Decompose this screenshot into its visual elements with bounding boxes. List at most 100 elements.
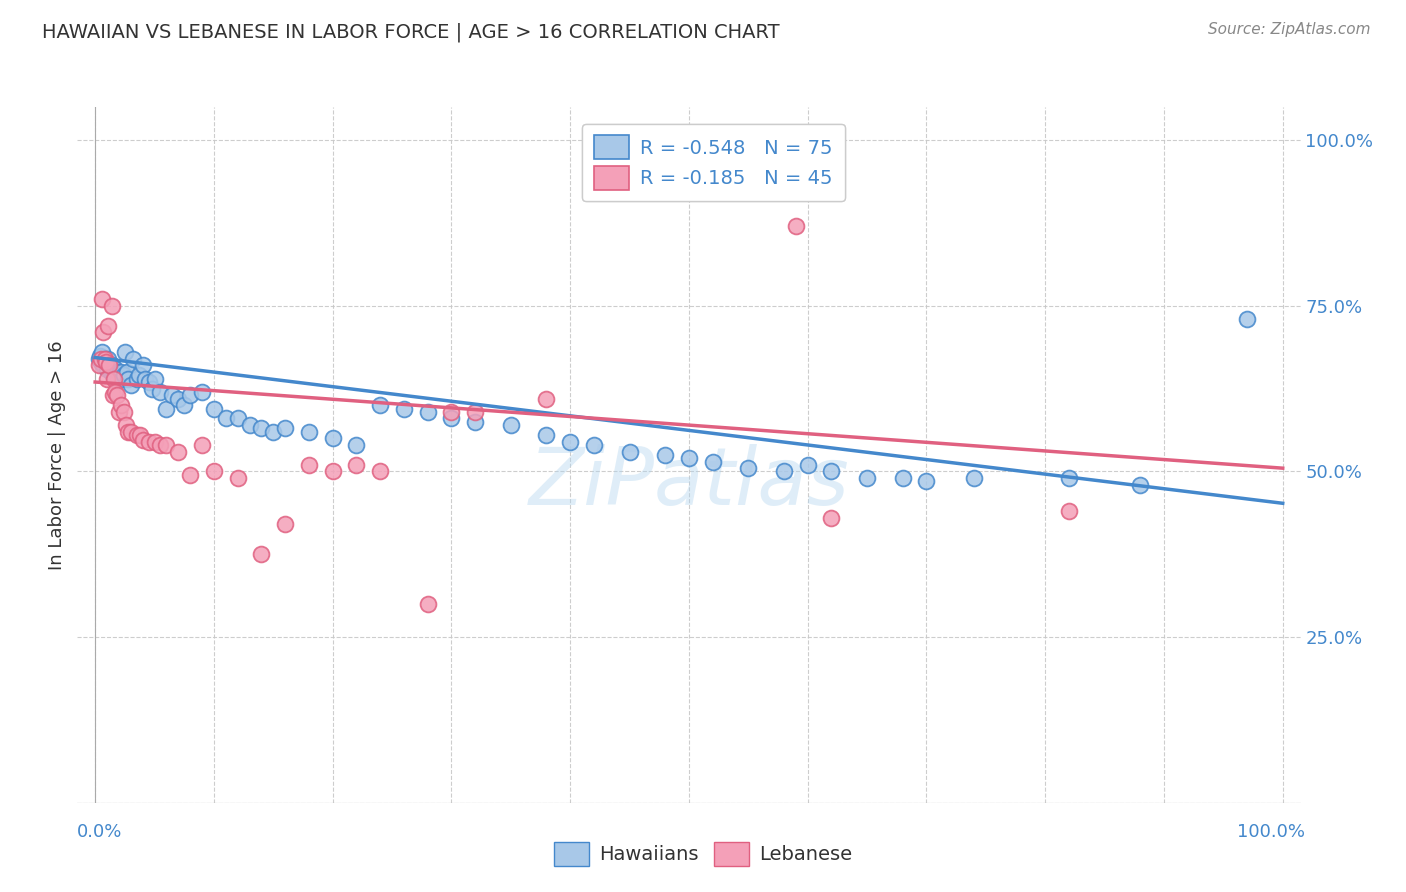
Point [96, 361, 118, 376]
Point [226, 411, 249, 425]
Point [94, 355, 117, 369]
Point [737, 461, 759, 475]
Point [149, 438, 172, 452]
Point [202, 401, 225, 416]
Point [89, 349, 111, 363]
Point [128, 368, 150, 383]
Point [93, 351, 115, 366]
Point [131, 359, 153, 373]
Point [1057, 471, 1080, 485]
Point [105, 365, 128, 379]
Point [202, 465, 225, 479]
Point [915, 475, 938, 489]
Point [215, 411, 238, 425]
Point [138, 434, 160, 449]
Point [97, 351, 120, 366]
Point [773, 465, 796, 479]
Point [702, 454, 724, 468]
Point [820, 465, 842, 479]
Point [100, 359, 122, 373]
Point [1236, 312, 1258, 326]
Text: ZiPatlas: ZiPatlas [529, 443, 849, 522]
Point [619, 444, 641, 458]
Point [120, 378, 142, 392]
Point [110, 398, 132, 412]
Legend: R = -0.548   N = 75, R = -0.185   N = 45: R = -0.548 N = 75, R = -0.185 N = 45 [582, 124, 845, 202]
Point [108, 368, 131, 383]
Point [149, 384, 172, 399]
Point [582, 438, 605, 452]
Point [392, 401, 415, 416]
Point [143, 434, 166, 449]
Point [97, 318, 120, 333]
Point [91, 345, 114, 359]
Text: 100.0%: 100.0% [1237, 822, 1305, 840]
Point [91, 292, 114, 306]
Point [125, 428, 148, 442]
Point [226, 471, 249, 485]
Point [464, 415, 486, 429]
Point [440, 405, 463, 419]
Point [115, 418, 138, 433]
Point [110, 365, 132, 379]
Point [820, 511, 842, 525]
Point [129, 428, 152, 442]
Point [90, 355, 112, 369]
Point [654, 448, 676, 462]
Point [138, 375, 160, 389]
Point [117, 425, 139, 439]
Point [104, 384, 127, 399]
Point [250, 421, 273, 435]
Point [94, 355, 117, 369]
Text: HAWAIIAN VS LEBANESE IN LABOR FORCE | AGE > 16 CORRELATION CHART: HAWAIIAN VS LEBANESE IN LABOR FORCE | AG… [42, 22, 780, 42]
Point [100, 365, 122, 379]
Point [96, 372, 118, 386]
Y-axis label: In Labor Force | Age > 16: In Labor Force | Age > 16 [48, 340, 66, 570]
Point [155, 438, 177, 452]
Point [536, 392, 558, 406]
Point [112, 405, 135, 419]
Point [238, 418, 260, 433]
Point [98, 359, 121, 373]
Point [1057, 504, 1080, 518]
Point [891, 471, 914, 485]
Point [125, 372, 148, 386]
Point [90, 351, 112, 366]
Point [167, 392, 190, 406]
Point [167, 444, 190, 458]
Point [173, 398, 195, 412]
Point [250, 547, 273, 561]
Point [93, 326, 115, 340]
Point [93, 351, 115, 366]
Point [117, 372, 139, 386]
Point [179, 388, 201, 402]
Text: Source: ZipAtlas.com: Source: ZipAtlas.com [1208, 22, 1371, 37]
Point [131, 433, 153, 447]
Point [155, 401, 177, 416]
Point [344, 438, 367, 452]
Point [100, 299, 122, 313]
Point [101, 365, 124, 379]
Point [499, 418, 522, 433]
Point [440, 411, 463, 425]
Point [107, 372, 129, 386]
Point [120, 425, 142, 439]
Point [416, 597, 439, 611]
Point [105, 388, 128, 402]
Point [796, 458, 818, 472]
Point [368, 465, 391, 479]
Point [262, 425, 284, 439]
Point [856, 471, 879, 485]
Point [143, 372, 166, 386]
Point [141, 382, 163, 396]
Point [536, 428, 558, 442]
Point [134, 372, 156, 386]
Point [111, 372, 134, 386]
Point [274, 421, 297, 435]
Point [368, 398, 391, 412]
Point [104, 361, 127, 376]
Point [416, 405, 439, 419]
Point [162, 388, 184, 402]
Point [112, 368, 135, 383]
Point [191, 438, 214, 452]
